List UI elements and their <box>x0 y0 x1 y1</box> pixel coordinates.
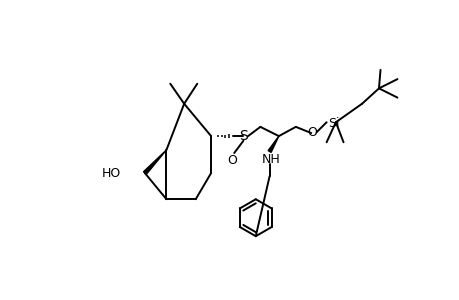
Text: NH: NH <box>261 153 280 166</box>
Text: S: S <box>239 129 247 143</box>
Text: O: O <box>306 126 316 139</box>
Text: Si: Si <box>328 117 339 130</box>
Polygon shape <box>268 136 278 152</box>
Text: HO: HO <box>101 167 120 180</box>
Text: O: O <box>227 154 237 167</box>
Polygon shape <box>143 150 166 174</box>
